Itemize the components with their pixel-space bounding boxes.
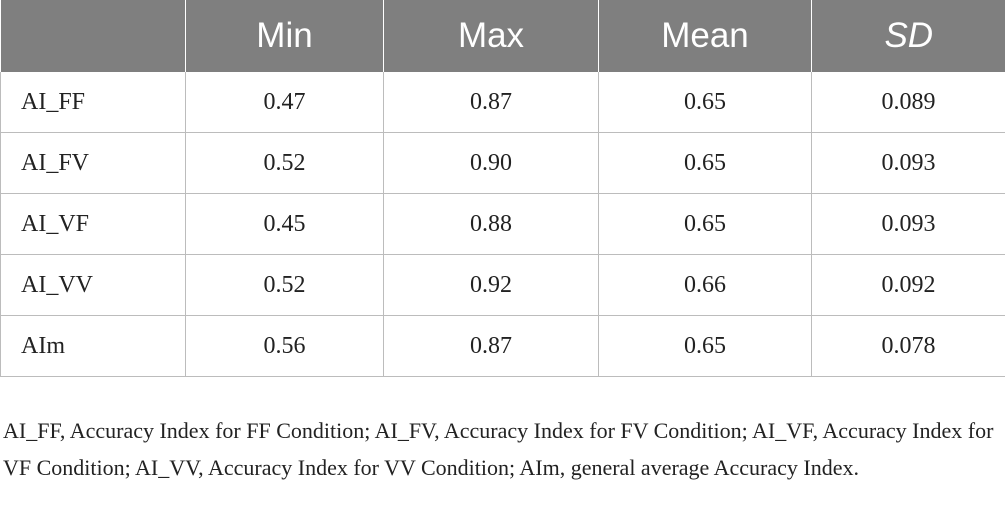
table-footnote: AI_FF, Accuracy Index for FF Condition; … [3,418,994,480]
cell-max: 0.88 [383,193,599,255]
row-label: AI_FV [0,132,186,194]
header-cell-sd: SD [811,0,1005,72]
table-header: Min Max Mean SD [0,0,1005,72]
cell-mean: 0.65 [598,72,812,133]
header-cell-blank [0,0,186,72]
cell-max: 0.90 [383,132,599,194]
header-cell-mean: Mean [598,0,812,72]
cell-max: 0.87 [383,72,599,133]
row-label: AI_FF [0,72,186,133]
cell-sd: 0.092 [811,254,1005,316]
table-row: AI_VF 0.45 0.88 0.65 0.093 [0,193,1005,255]
cell-min: 0.52 [185,132,384,194]
row-label: AI_VF [0,193,186,255]
cell-sd: 0.078 [811,315,1005,377]
table-row: AI_FF 0.47 0.87 0.65 0.089 [0,72,1005,133]
table-row: AI_VV 0.52 0.92 0.66 0.092 [0,254,1005,316]
cell-min: 0.47 [185,72,384,133]
table-row: AI_FV 0.52 0.90 0.65 0.093 [0,132,1005,194]
cell-sd: 0.093 [811,132,1005,194]
header-row: Min Max Mean SD [0,0,1005,72]
cell-mean: 0.65 [598,315,812,377]
cell-sd: 0.089 [811,72,1005,133]
cell-mean: 0.65 [598,193,812,255]
row-label: AIm [0,315,186,377]
header-cell-min: Min [185,0,384,72]
cell-min: 0.45 [185,193,384,255]
cell-mean: 0.65 [598,132,812,194]
table-row: AIm 0.56 0.87 0.65 0.078 [0,315,1005,377]
cell-min: 0.56 [185,315,384,377]
cell-min: 0.52 [185,254,384,316]
cell-mean: 0.66 [598,254,812,316]
table-body: AI_FF 0.47 0.87 0.65 0.089 AI_FV 0.52 0.… [0,72,1005,377]
cell-max: 0.92 [383,254,599,316]
statistics-table: Min Max Mean SD AI_FF 0.47 0.87 0.65 0.0… [0,0,1005,377]
cell-max: 0.87 [383,315,599,377]
cell-sd: 0.093 [811,193,1005,255]
header-cell-max: Max [383,0,599,72]
row-label: AI_VV [0,254,186,316]
